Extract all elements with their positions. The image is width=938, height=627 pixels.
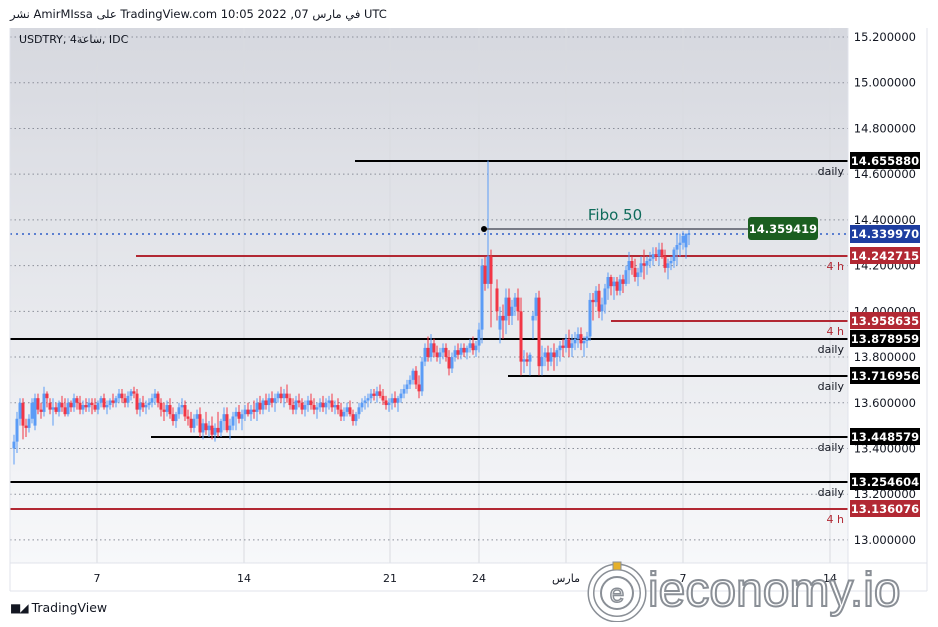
symbol-label: USDTRY, 4ساعة, IDC — [19, 33, 129, 46]
ieconomy-logo-icon: e — [587, 561, 647, 622]
price-tick-label: 15.000000 — [854, 76, 916, 90]
level-tag: 4 h — [827, 325, 844, 338]
publish-header: نشر AmirMIssa على TradingView.com 10:05 … — [10, 7, 387, 21]
price-tick-label: 15.200000 — [854, 30, 916, 44]
fibo-50-line: Fibo 50 14.359419 — [481, 206, 818, 240]
level-tag: 4 h — [827, 260, 844, 273]
level-price-label: 13.716956 — [851, 369, 919, 383]
support-resistance-levels: daily 4 h 4 h daily daily daily daily 4 h — [10, 160, 848, 526]
level-price-label: 14.242715 — [851, 249, 919, 263]
fibo-value: 14.359419 — [749, 222, 817, 236]
watermark-text: ieconomy.io — [647, 564, 902, 617]
tradingview-icon: ■◢ — [10, 600, 29, 615]
level-tag: daily — [818, 441, 845, 454]
level-price-label: 13.254604 — [851, 475, 919, 489]
price-tick-label: 13.600000 — [854, 396, 916, 410]
candles — [12, 160, 691, 465]
level-price-label: 13.448579 — [851, 430, 919, 444]
fibo-label: Fibo 50 — [588, 206, 642, 224]
price-tick-label: 13.000000 — [854, 533, 916, 547]
level-tag: daily — [818, 380, 845, 393]
time-axis[interactable]: 7 14 21 24 مارس 7 14 — [94, 572, 838, 585]
level-tag: daily — [818, 165, 845, 178]
level-price-label: 13.136076 — [851, 502, 919, 516]
ieconomy-watermark: e ieconomy.io — [586, 560, 902, 622]
price-tick-label: 13.800000 — [854, 350, 916, 364]
price-tick-label: 14.400000 — [854, 213, 916, 227]
price-tick-label: 14.600000 — [854, 167, 916, 181]
tradingview-brand: TradingView — [31, 600, 108, 615]
time-tick-label: 24 — [472, 572, 486, 585]
level-price-label: 14.655880 — [851, 154, 919, 168]
chart-background — [10, 28, 848, 563]
level-price-label: 13.958635 — [851, 314, 919, 328]
level-tag: 4 h — [827, 513, 844, 526]
time-tick-label: 21 — [383, 572, 397, 585]
time-tick-label: 14 — [823, 572, 837, 585]
level-tag: daily — [818, 486, 845, 499]
level-tag: daily — [818, 343, 845, 356]
time-tick-label: 7 — [680, 572, 687, 585]
level-price-label: 13.878959 — [851, 332, 919, 346]
price-tick-label: 14.800000 — [854, 121, 916, 135]
price-axis[interactable]: 15.200000 15.000000 14.800000 14.600000 14.4… — [850, 30, 920, 547]
price-tick-label: 13.200000 — [854, 487, 916, 501]
time-tick-label: مارس — [552, 572, 580, 585]
time-tick-label: 14 — [237, 572, 251, 585]
current-price-label: 14.339970 — [851, 227, 919, 241]
tradingview-logo[interactable]: ■◢ TradingView — [10, 600, 107, 615]
time-tick-label: 7 — [94, 572, 101, 585]
svg-text:e: e — [610, 578, 624, 608]
